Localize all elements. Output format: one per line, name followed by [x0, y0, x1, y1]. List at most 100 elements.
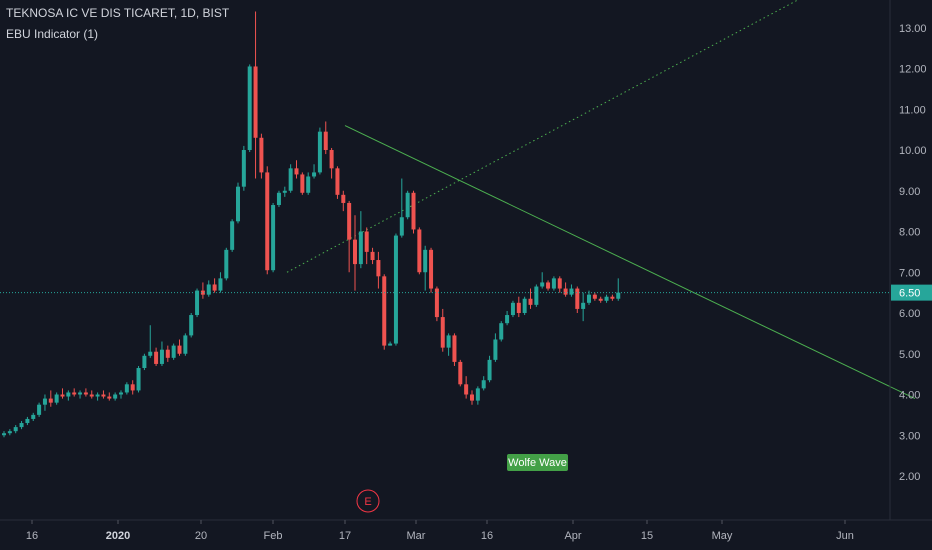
- x-tick-label: Mar: [407, 530, 426, 542]
- last-price-tag: [891, 284, 932, 301]
- y-tick-label: 12.00: [899, 64, 927, 76]
- candle: [159, 341, 164, 366]
- candle-body: [598, 298, 603, 301]
- candle-body: [2, 433, 6, 436]
- candle-body: [551, 278, 556, 289]
- candle: [253, 11, 258, 179]
- candle-body: [446, 335, 451, 348]
- candle: [411, 190, 416, 234]
- candle: [13, 425, 18, 434]
- candle: [475, 386, 480, 405]
- candle: [189, 313, 194, 338]
- candle-body: [411, 192, 416, 230]
- candle-body: [358, 231, 363, 265]
- x-tick-label: 17: [339, 530, 351, 542]
- wolfe-wave-label-bg: [507, 454, 568, 471]
- candle: [7, 429, 12, 436]
- x-tick-label: Jun: [836, 530, 854, 542]
- candle: [516, 296, 521, 318]
- candle-body: [288, 168, 293, 191]
- candle-body: [142, 355, 147, 369]
- candle: [218, 272, 223, 293]
- candle-body: [481, 380, 486, 389]
- candle-body: [25, 418, 30, 424]
- time-axis[interactable]: 16 2020 20 Feb 17 Mar 16 Apr 15 May Jun: [0, 519, 932, 542]
- candle: [113, 392, 118, 401]
- candle: [575, 286, 580, 313]
- candle-body: [136, 368, 141, 391]
- candle: [48, 390, 53, 407]
- candle: [165, 345, 170, 362]
- candle: [294, 160, 299, 179]
- candle-body: [60, 394, 65, 397]
- candle-body: [329, 150, 334, 169]
- candle-body: [206, 284, 211, 295]
- candle-body: [241, 150, 246, 187]
- candle: [505, 310, 510, 326]
- candle-body: [177, 345, 182, 354]
- candle: [247, 64, 252, 153]
- candle: [89, 390, 94, 399]
- indicator-legend[interactable]: EBU Indicator (1): [6, 27, 99, 41]
- candles-layer: [2, 11, 621, 438]
- candle-body: [493, 339, 498, 360]
- candle: [206, 280, 211, 297]
- candle-body: [563, 288, 568, 295]
- candle-body: [159, 349, 164, 364]
- candle: [119, 390, 123, 399]
- candle-body: [300, 174, 305, 193]
- candle: [42, 394, 47, 411]
- candle: [236, 182, 240, 224]
- candle-body: [323, 131, 328, 150]
- candle: [440, 308, 445, 352]
- candle-body: [546, 282, 551, 289]
- last-price-label: 6.50: [899, 288, 920, 300]
- y-tick-label: 9.00: [899, 186, 920, 198]
- candle-body: [119, 392, 123, 395]
- y-tick-label: 4.00: [899, 390, 920, 402]
- candle-body: [200, 290, 205, 295]
- candle: [487, 355, 492, 383]
- y-tick-label: 8.00: [899, 227, 920, 239]
- candle-body: [212, 284, 217, 291]
- candle-body: [382, 276, 387, 346]
- candle-body: [312, 172, 317, 177]
- candle: [72, 388, 77, 397]
- event-marker-layer[interactable]: E: [356, 489, 380, 513]
- candle: [60, 388, 65, 399]
- candle-body: [230, 221, 235, 250]
- x-tick-label: May: [712, 530, 733, 542]
- candle-body: [83, 392, 88, 395]
- candle-body: [236, 186, 240, 222]
- candle: [300, 172, 305, 195]
- candle-body: [48, 398, 53, 403]
- candle-body: [610, 296, 615, 299]
- candle: [353, 215, 357, 291]
- candle-body: [148, 351, 153, 356]
- candle-body: [423, 249, 428, 273]
- candle: [522, 296, 527, 316]
- candle: [546, 280, 551, 291]
- candle: [323, 121, 328, 155]
- candle: [540, 272, 545, 289]
- candle: [510, 300, 515, 318]
- candle-body: [42, 398, 47, 405]
- price-axis[interactable]: 2.00 3.00 4.00 5.00 6.00 7.00 8.00 9.00 10.00 11.…: [889, 0, 927, 520]
- candle-body: [282, 190, 287, 193]
- candle: [388, 341, 393, 346]
- candle: [107, 392, 112, 401]
- candle-body: [95, 394, 100, 397]
- candle: [200, 282, 205, 299]
- trendline-descending: [344, 125, 916, 400]
- candle-body: [306, 176, 311, 193]
- candle-body: [417, 229, 422, 273]
- symbol-title[interactable]: TEKNOSA IC VE DIS TICARET, 1D, BIST: [6, 6, 230, 20]
- candle-body: [89, 394, 94, 397]
- candle-body: [259, 137, 264, 173]
- candle-body: [592, 294, 597, 299]
- candle: [25, 416, 30, 426]
- candle: [592, 292, 597, 301]
- candle-body: [19, 423, 24, 428]
